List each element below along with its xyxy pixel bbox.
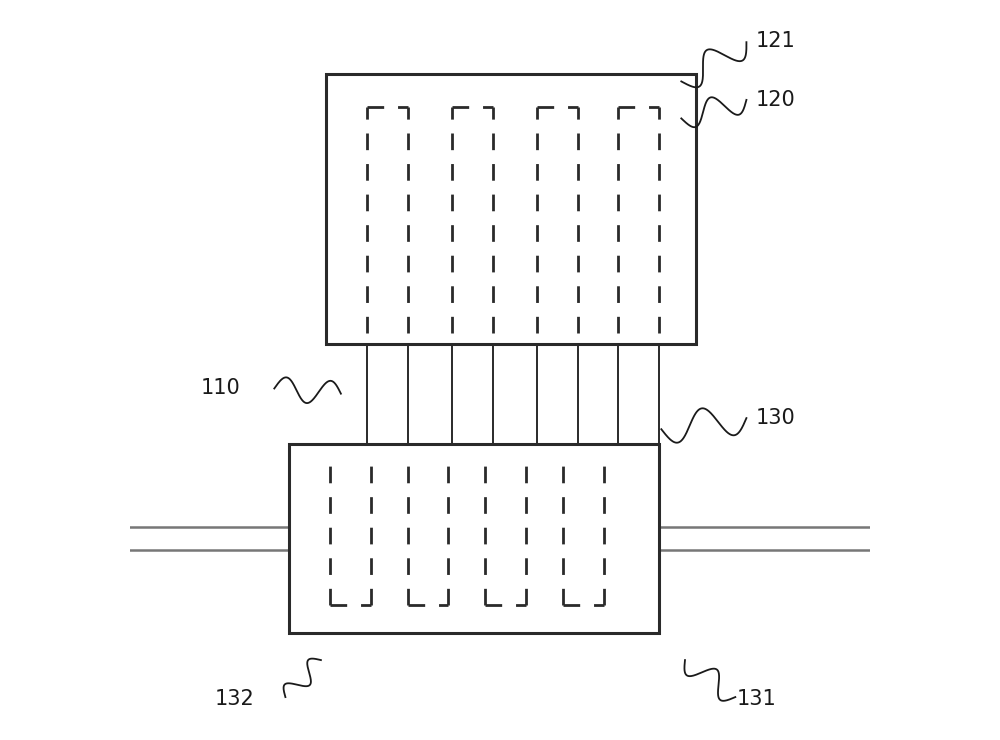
Text: 120: 120 bbox=[755, 90, 795, 110]
Text: 130: 130 bbox=[755, 408, 795, 428]
Text: 110: 110 bbox=[200, 378, 240, 399]
Text: 132: 132 bbox=[215, 689, 255, 710]
Bar bbox=[326, 74, 696, 344]
Bar bbox=[289, 444, 659, 633]
Text: 131: 131 bbox=[737, 689, 777, 710]
Text: 121: 121 bbox=[755, 30, 795, 51]
